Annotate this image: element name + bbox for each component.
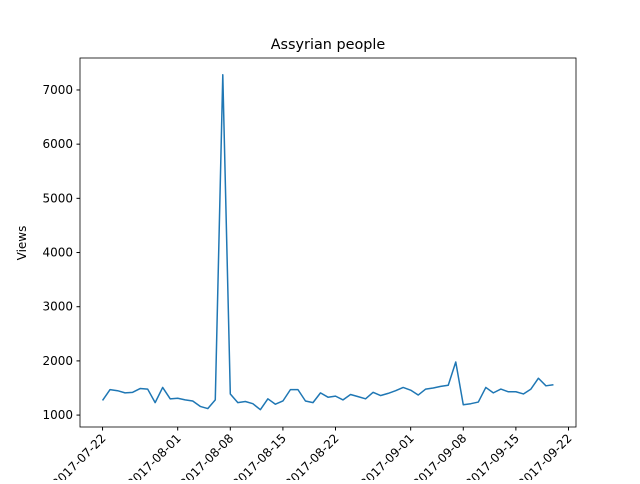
x-tick-label: 2017-08-01 [125,431,184,480]
x-tick-label: 2017-08-15 [230,431,289,480]
x-tick-label: 2017-09-15 [463,431,522,480]
x-tick-label: 2017-09-08 [410,431,469,480]
y-tick-label: 7000 [42,83,73,97]
x-tick-label: 2017-08-08 [177,431,236,480]
line-series [101,74,554,411]
y-tick-label: 2000 [42,354,73,368]
x-tick-label: 2017-09-22 [515,431,574,480]
x-tick-label: 2017-07-22 [49,431,108,480]
x-tick-label: 2017-08-22 [282,431,341,480]
y-tick-label: 4000 [42,246,73,260]
y-tick-label: 3000 [42,300,73,314]
y-tick-label: 5000 [42,191,73,205]
y-tick-label: 1000 [42,408,73,422]
y-axis-label: Views [15,226,29,261]
plot-frame [79,57,577,428]
chart-title: Assyrian people [271,37,386,53]
x-tick-label: 2017-09-01 [358,431,417,480]
y-tick-label: 6000 [42,137,73,151]
